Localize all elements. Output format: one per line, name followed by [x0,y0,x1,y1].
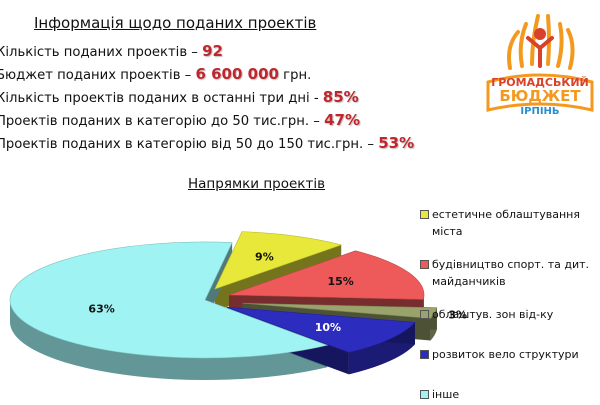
legend-label-line: облаштув. зон від-ку [432,308,554,321]
pie-data-label: 9% [255,250,274,263]
stats-list: Кількість поданих проектів – 92 Бюджет п… [0,40,414,155]
legend-label: естетичне облаштування міста [432,206,580,240]
pie-top-layer [9,231,438,359]
legend-swatch [420,310,429,319]
pie-data-label: 15% [327,275,353,288]
pie-slice-side [10,300,328,380]
pie-data-label: 3% [448,308,467,321]
pie-slice-5 [9,241,329,359]
stat-suffix: грн. [278,68,312,83]
pie-slice-2 [228,250,425,300]
legend-label-line: майданчиків [432,275,506,288]
logo-line-3: ІРПІНЬ [520,106,559,117]
legend-label-line: інше [432,388,460,401]
stat-label: Проектів поданих в категорію до 50 тис.г… [0,114,325,129]
stat-label: Кількість проектів поданих в останні три… [0,91,323,106]
stat-value: 47% [324,111,360,129]
stat-value: 6 600 000 [195,65,279,83]
pie-data-label: 63% [88,302,114,315]
pie-chart: 9% 15% 3% 10% 63% [9,231,467,380]
pie-data-label: 10% [315,321,341,334]
logo-line-2: БЮДЖЕТ [499,87,581,105]
logo-person-head [534,28,546,40]
legend-label: інше [432,386,459,403]
stat-projects-count: Кількість поданих проектів – 92 [0,40,414,63]
pie-slice-1 [214,231,343,290]
legend-label-line: будівництво спорт. та дит. [432,258,590,271]
logo-tree-icon [486,14,594,112]
legend-label: розвиток вело структури [432,346,579,363]
legend-label-line: розвиток вело структури [432,348,579,361]
legend-label: будівництво спорт. та дит. майданчиків [432,256,589,290]
info-title: Інформація щодо поданих проектів [34,14,317,32]
stat-category-under-50k: Проектів поданих в категорію до 50 тис.г… [0,109,414,132]
logo-person-body [526,36,554,68]
stat-label: Проектів поданих в категорію від 50 до 1… [0,137,379,152]
legend-swatch [420,260,429,269]
legend-label: облаштув. зон від-ку [432,306,553,323]
pie-slice-3 [242,302,438,319]
stat-value: 53% [378,134,415,152]
stat-value: 85% [322,88,359,106]
legend-swatch [420,390,429,399]
pie-slice-4 [226,306,416,353]
chart-title: Напрямки проектів [188,176,326,192]
logo-line-1: ГРОМАДСЬКИЙ [491,76,589,89]
legend-swatch [420,350,429,359]
pie-label-layer: 9% 15% 3% 10% 63% [88,250,467,334]
stat-category-50k-150k: Проектів поданих в категорію від 50 до 1… [0,132,414,155]
stat-value: 92 [202,42,223,60]
logo-ribbon [486,73,594,112]
legend-label-line: естетичне облаштування [432,208,580,221]
stat-last-three-days: Кількість проектів поданих в останні три… [0,86,414,109]
stat-label: Бюджет поданих проектів – [0,68,196,83]
stat-label: Кількість поданих проектів – [0,45,203,60]
stat-projects-budget: Бюджет поданих проектів – 6 600 000 грн. [0,63,414,86]
civic-budget-logo: ГРОМАДСЬКИЙ БЮДЖЕТ ІРПІНЬ [486,14,594,117]
legend-swatch [420,210,429,219]
legend-label-line: міста [432,225,463,238]
